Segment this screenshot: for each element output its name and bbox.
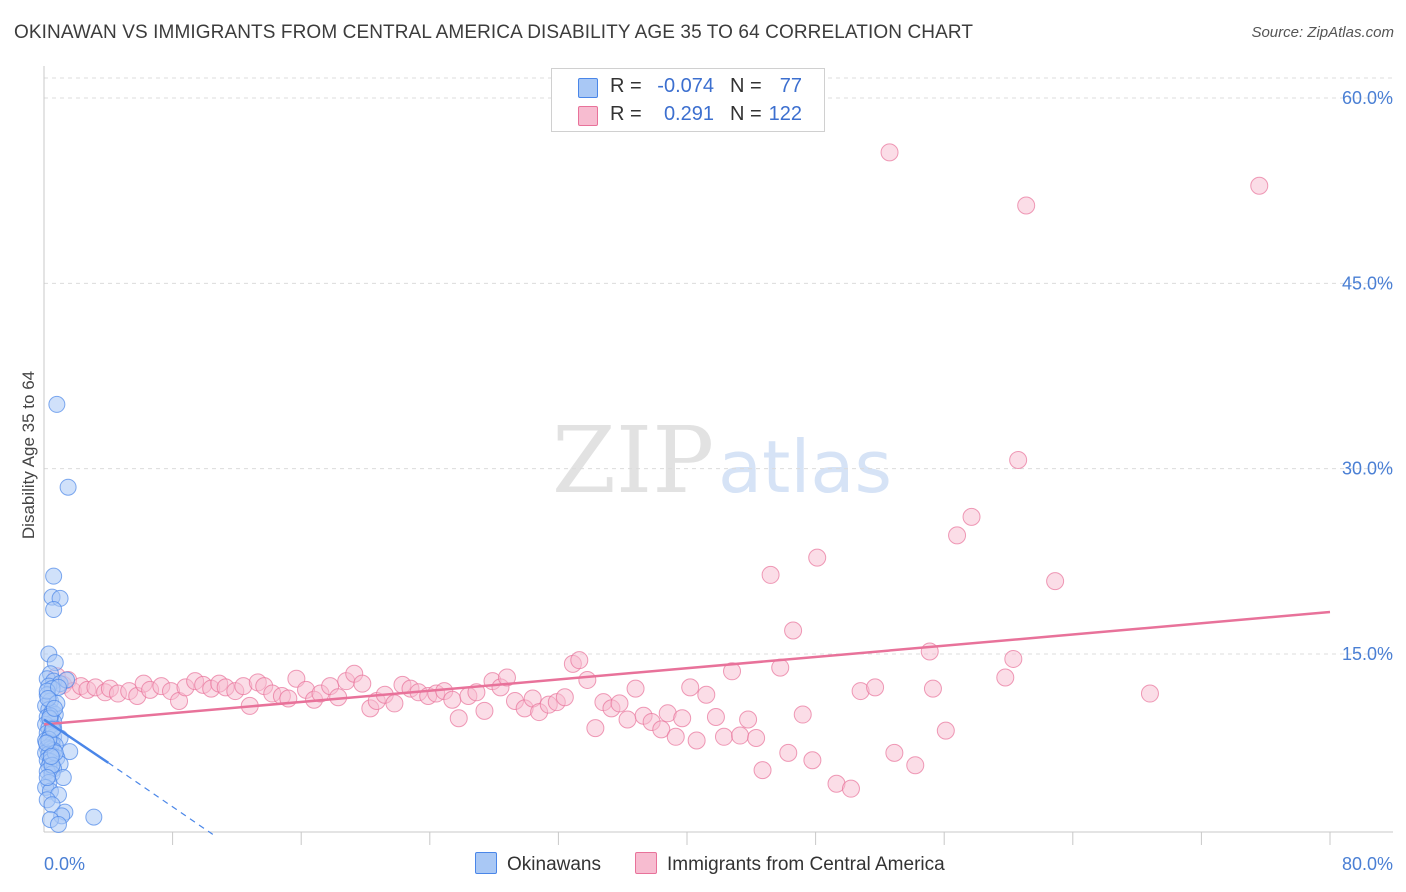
immigrants-point xyxy=(618,710,637,729)
immigrants-point xyxy=(996,668,1015,687)
y-tick-label: 60.0% xyxy=(1342,88,1393,108)
immigrants-trend-line xyxy=(43,610,1331,726)
legend-n-value: 77 xyxy=(779,75,802,97)
immigrants-point xyxy=(808,548,827,567)
immigrants-point xyxy=(906,756,925,775)
immigrants-point xyxy=(1009,451,1028,470)
legend-swatch xyxy=(475,852,497,874)
immigrants-point xyxy=(586,719,605,738)
axes xyxy=(43,66,1393,845)
immigrants-point xyxy=(784,621,803,640)
okinawans-point xyxy=(45,699,63,717)
okinawans-point xyxy=(45,567,63,585)
grid-lines xyxy=(44,77,1393,655)
legend-row-okinawans: R = -0.074 N = 77 xyxy=(552,72,824,100)
legend-item-immigrants[interactable]: Immigrants from Central America xyxy=(635,852,945,876)
immigrants-point xyxy=(1017,196,1036,215)
immigrants-point xyxy=(948,526,967,545)
legend-swatch xyxy=(635,852,657,874)
immigrants-point xyxy=(714,727,733,746)
immigrants-point xyxy=(673,709,692,728)
immigrants-point xyxy=(731,726,750,745)
legend-item-okinawans[interactable]: Okinawans xyxy=(475,852,601,876)
immigrants-point xyxy=(962,507,981,526)
okinawans-point xyxy=(45,601,63,619)
legend-label: Okinawans xyxy=(507,854,601,875)
immigrants-point xyxy=(747,729,766,748)
y-tick-label: 15.0% xyxy=(1342,644,1393,664)
immigrants-point xyxy=(578,670,597,689)
y-tick-label: 45.0% xyxy=(1342,273,1393,293)
immigrants-point xyxy=(353,674,372,693)
x-tick-label: 80.0% xyxy=(1342,854,1393,874)
immigrants-point xyxy=(723,662,742,681)
y-tick-label: 30.0% xyxy=(1342,459,1393,479)
immigrants-point xyxy=(681,678,700,697)
immigrants-point xyxy=(761,565,780,584)
immigrants-point xyxy=(753,761,772,780)
legend-r-value: -0.074 xyxy=(657,75,714,97)
legend-r-value: 0.291 xyxy=(663,103,714,125)
legend-row-immigrants: R = 0.291 N = 122 xyxy=(552,100,824,128)
okinawans-point xyxy=(85,808,103,826)
immigrants-point xyxy=(779,743,798,762)
immigrants-point xyxy=(626,679,645,698)
immigrants-point xyxy=(880,143,899,162)
okinawans-point xyxy=(42,748,60,766)
watermark-zip: ZIP xyxy=(552,407,714,514)
immigrants-point xyxy=(610,694,629,713)
immigrants-point xyxy=(885,743,904,762)
legend-swatch-immigrants xyxy=(578,106,598,126)
okinawans-point xyxy=(48,395,66,413)
immigrants-point xyxy=(385,694,404,713)
x-tick-label: 0.0% xyxy=(44,854,85,874)
legend-n-value: 122 xyxy=(768,103,802,125)
okinawans-point xyxy=(38,769,56,787)
immigrants-point xyxy=(697,685,716,704)
immigrants-point xyxy=(449,709,468,728)
immigrants-point xyxy=(1004,649,1023,668)
immigrants-point xyxy=(555,688,574,707)
tick-labels: 15.0% 30.0% 45.0% 60.0% 0.0% 80.0% xyxy=(44,88,1393,874)
okinawans-point xyxy=(54,769,72,787)
watermark-atlas: atlas xyxy=(718,425,892,509)
okinawans-trend-extrapolated xyxy=(107,762,214,835)
immigrants-point xyxy=(803,751,822,770)
immigrants-point xyxy=(793,705,812,724)
immigrants-point xyxy=(841,779,860,798)
trend-lines xyxy=(43,610,1331,835)
stats-legend: R = -0.074 N = 77 R = 0.291 N = 122 xyxy=(551,68,825,132)
okinawans-point xyxy=(59,478,77,496)
immigrants-point xyxy=(923,679,942,698)
legend-r-label: R = xyxy=(610,103,642,125)
immigrants-point xyxy=(936,721,955,740)
y-axis-label: Disability Age 35 to 64 xyxy=(19,371,38,539)
immigrants-point xyxy=(570,651,589,670)
immigrants-point xyxy=(652,720,671,739)
immigrants-point xyxy=(443,690,462,709)
immigrants-point xyxy=(706,708,725,727)
immigrants-point xyxy=(475,701,494,720)
immigrants-point xyxy=(1046,572,1065,591)
source-label: Source: ZipAtlas.com xyxy=(1251,24,1394,41)
immigrants-point xyxy=(1250,176,1269,195)
legend-label: Immigrants from Central America xyxy=(667,854,945,875)
immigrants-point xyxy=(739,710,758,729)
chart-title: OKINAWAN VS IMMIGRANTS FROM CENTRAL AMER… xyxy=(14,22,974,43)
legend-swatch-okinawans xyxy=(578,78,598,98)
legend-n-label: N = xyxy=(730,75,762,97)
immigrants-point xyxy=(497,668,516,687)
immigrants-point xyxy=(1140,684,1159,703)
okinawans-point xyxy=(49,678,67,696)
immigrants-point xyxy=(666,727,685,746)
immigrants-point xyxy=(866,678,885,697)
okinawans-point xyxy=(49,816,67,834)
okinawans-trend-line xyxy=(43,718,109,764)
immigrants-point xyxy=(687,731,706,750)
legend-r-label: R = xyxy=(610,75,642,97)
legend-n-label: N = xyxy=(730,103,762,125)
series-okinawans-points xyxy=(37,395,103,834)
